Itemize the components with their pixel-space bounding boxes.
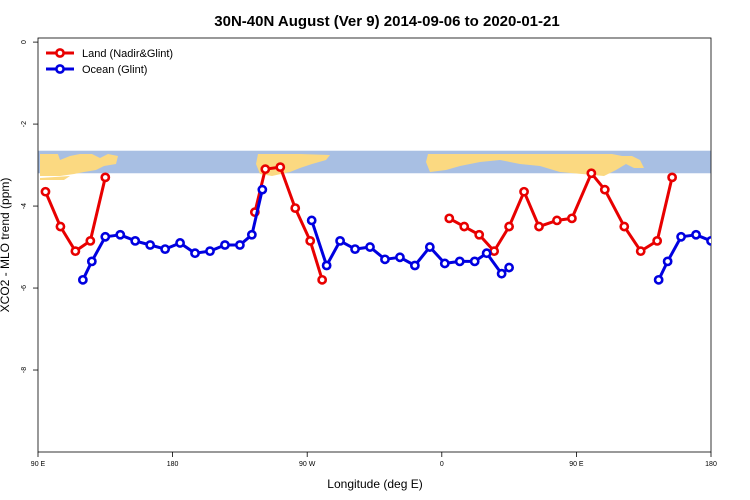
series-line [448,171,674,253]
map-land [40,154,644,180]
data-point [662,256,673,267]
data-point [424,242,435,252]
series-1 [77,184,744,285]
data-point [676,231,686,242]
data-point [85,236,96,246]
data-point [395,252,405,263]
data-point [567,213,577,224]
data-point [706,236,711,246]
data-point [504,221,514,232]
data-point [504,262,514,273]
series-0 [40,162,678,285]
x-tick-label: 90 E [569,461,584,468]
chart-title: 30N-40N August (Ver 9) 2014-09-06 to 202… [214,13,559,30]
data-point [691,229,701,240]
data-point [275,162,286,173]
data-point [115,229,126,240]
data-point [722,241,729,248]
y-tick-label: 0 [21,40,28,44]
y-axis-label: XCO2 - MLO trend (ppm) [0,178,12,313]
data-point [599,184,610,195]
data-point [86,256,97,267]
data-point [454,256,465,267]
x-axis-label: Longitude (deg E) [327,477,422,491]
data-point [257,184,268,195]
data-point [653,274,664,285]
data-point [190,248,200,259]
data-point [481,248,492,259]
data-point [619,221,630,232]
data-point [365,242,375,252]
y-tick-label: -4 [21,203,28,209]
data-point [100,231,111,242]
data-point [175,238,185,248]
legend-label: Ocean (Glint) [82,64,147,76]
data-point [205,246,215,257]
y-axis: 0 -2 -4 -6 -8 [21,40,38,373]
data-point [737,245,744,252]
data-point [130,236,141,246]
data-point [409,260,420,271]
series-line [657,233,711,281]
data-point [55,221,66,232]
data-point [335,236,346,246]
x-tick-label: 180 [167,461,179,468]
data-point [260,164,271,175]
data-point [220,240,230,250]
data-point [444,213,455,224]
data-point [667,172,678,183]
series-line [81,189,264,281]
y-tick-label: -2 [21,121,28,127]
data-point [160,244,171,254]
data-point [234,240,245,250]
data-point [246,229,257,240]
data-point [489,246,500,257]
x-tick-label: 0 [440,461,444,468]
data-point [586,168,597,179]
data-point [469,256,480,267]
x-axis: 90 E 180 90 W 0 90 E 180 [31,452,717,468]
data-point [474,229,485,240]
legend: Land (Nadir&Glint) Ocean (Glint) [46,48,173,76]
data-point [519,186,529,197]
series-line [44,177,107,253]
data-point [459,221,470,232]
legend-marker [55,64,65,74]
legend-label: Land (Nadir&Glint) [82,48,173,60]
data-point [145,240,156,250]
data-point [305,236,316,246]
data-point [534,221,544,232]
plot-frame [37,37,712,453]
series-layer [40,162,744,285]
data-point [552,215,562,226]
data-point [77,274,88,285]
data-point [496,268,507,279]
data-point [439,258,450,269]
y-tick-label: -8 [21,367,28,373]
legend-marker [55,48,65,58]
x-tick-label: 180 [705,461,717,468]
data-point [380,254,390,265]
y-tick-label: -6 [21,285,28,291]
series-line [253,165,324,281]
world-map-strip [38,150,711,180]
data-point [652,236,663,246]
data-point [317,274,328,285]
x-tick-label: 90 E [31,461,46,468]
x-tick-label: 90 W [299,461,316,468]
data-point [635,246,646,257]
data-point [40,186,51,197]
data-point [70,246,81,257]
data-point [100,172,111,183]
data-point [306,215,317,226]
data-point [350,244,360,254]
data-point [290,203,301,214]
data-point [321,260,332,271]
